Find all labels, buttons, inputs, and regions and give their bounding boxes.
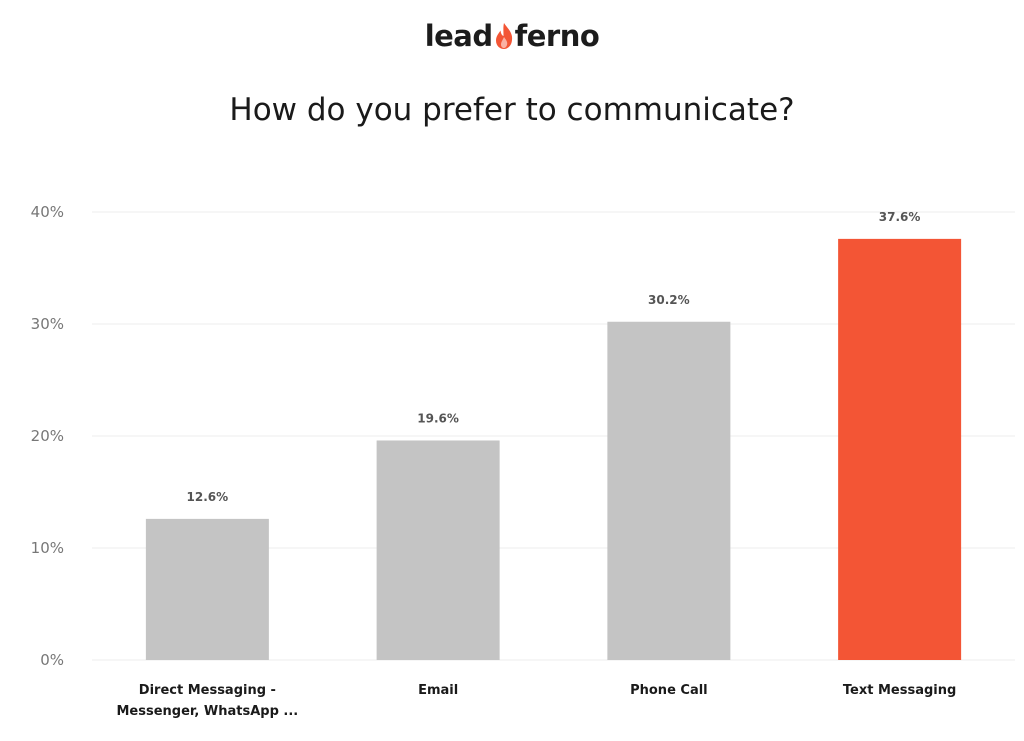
logo-text-ferno: ferno: [514, 19, 600, 53]
data-label: 12.6%: [187, 490, 229, 504]
y-tick-label: 10%: [31, 539, 64, 557]
data-label: 19.6%: [417, 411, 459, 425]
logo-text-lead: lead: [424, 19, 493, 53]
y-tick-label: 40%: [31, 203, 64, 221]
x-tick-label: Messenger, WhatsApp ...: [117, 704, 299, 719]
x-tick-label: Text Messaging: [843, 683, 956, 698]
data-label: 37.6%: [879, 210, 921, 224]
x-tick-label: Email: [418, 683, 458, 698]
y-tick-label: 20%: [31, 427, 64, 445]
brand-logo: lead ferno: [0, 22, 1024, 51]
bar: [607, 321, 731, 660]
y-tick-label: 0%: [40, 651, 64, 669]
bar: [838, 238, 962, 660]
bar: [376, 440, 500, 660]
y-tick-label: 30%: [31, 315, 64, 333]
bar: [145, 518, 269, 660]
chart-title: How do you prefer to communicate?: [229, 92, 795, 128]
flame-icon: [495, 23, 512, 49]
x-tick-label: Phone Call: [630, 683, 708, 698]
data-label: 30.2%: [648, 293, 690, 307]
x-tick-label: Direct Messaging -: [139, 683, 276, 698]
